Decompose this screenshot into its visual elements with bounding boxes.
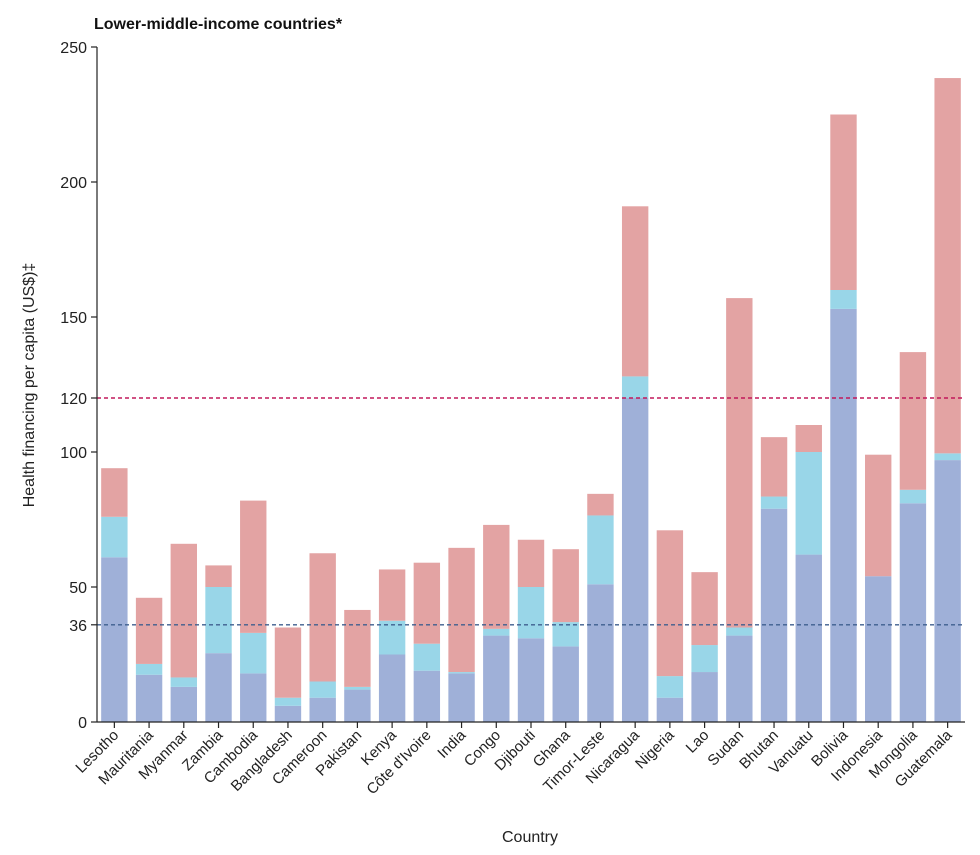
y-tick-label: 200: [60, 175, 87, 192]
bar-segment-3: [795, 425, 822, 452]
y-tick-label: 36: [69, 618, 87, 635]
bar-segment-3: [621, 206, 649, 377]
bar-segment-2: [726, 627, 753, 636]
reference-lines: [97, 397, 965, 626]
bar-segment-3: [552, 549, 579, 623]
bar-segment-3: [726, 298, 753, 628]
bar-segment-1: [483, 635, 510, 722]
bar-segment-1: [899, 503, 927, 722]
bar-segment-2: [899, 489, 927, 504]
y-tick-label: 100: [60, 445, 87, 462]
bar-segment-1: [170, 686, 197, 722]
bar-segment-1: [101, 557, 128, 722]
bar-segment-2: [274, 697, 302, 706]
bar-segment-1: [413, 670, 441, 722]
bar-segment-3: [448, 547, 475, 673]
bar-segment-1: [309, 697, 336, 722]
bar-segment-2: [448, 672, 475, 674]
bar-segment-3: [691, 572, 718, 646]
bar-segment-2: [621, 376, 649, 398]
bar-segment-3: [378, 569, 406, 621]
bar-segment-2: [830, 290, 857, 309]
bar-segment-3: [760, 437, 788, 497]
bar-segment-2: [656, 676, 684, 698]
bar-segment-1: [135, 674, 163, 722]
bars-layer: [101, 78, 961, 722]
bar-segment-2: [170, 677, 197, 687]
bar-segment-1: [726, 635, 753, 722]
bar-segment-3: [135, 597, 163, 664]
bar-segment-1: [344, 689, 371, 722]
bar-segment-2: [205, 587, 232, 654]
bar-segment-1: [760, 508, 788, 722]
bar-segment-3: [205, 565, 232, 587]
x-axis-title: Country: [502, 829, 558, 846]
bar-segment-3: [934, 78, 961, 454]
bar-segment-1: [691, 672, 718, 722]
bar-segment-1: [865, 576, 892, 722]
bar-segment-2: [413, 643, 441, 671]
bar-segment-2: [135, 663, 163, 675]
bar-segment-1: [378, 654, 406, 722]
bar-segment-3: [101, 468, 128, 517]
y-tick-label: 0: [78, 715, 87, 732]
bar-segment-2: [240, 632, 267, 674]
bar-segment-3: [830, 114, 857, 290]
bar-segment-2: [101, 516, 128, 558]
bar-segment-2: [309, 681, 336, 698]
y-tick-label: 150: [60, 310, 87, 327]
bar-segment-3: [587, 493, 614, 516]
bar-segment-1: [830, 308, 857, 722]
chart-title: Lower-middle-income countries*: [94, 16, 343, 33]
bar-segment-3: [483, 524, 510, 629]
bar-segment-1: [587, 584, 614, 722]
y-tick-label: 120: [60, 391, 87, 408]
bar-segment-1: [552, 646, 579, 722]
bar-segment-2: [795, 452, 822, 555]
bar-segment-2: [691, 645, 718, 673]
bar-segment-2: [344, 686, 371, 690]
y-axis-title: Health financing per capita (US$)‡: [21, 263, 38, 508]
bar-segment-2: [517, 587, 545, 639]
bar-segment-1: [274, 705, 302, 722]
bar-segment-3: [899, 352, 927, 490]
bar-segment-2: [378, 620, 406, 655]
bar-segment-3: [656, 530, 684, 677]
bar-segment-3: [344, 609, 371, 687]
bar-segment-3: [865, 454, 892, 577]
bar-segment-2: [760, 496, 788, 509]
bar-segment-1: [448, 673, 475, 722]
bar-segment-3: [413, 562, 441, 644]
bar-segment-2: [552, 622, 579, 647]
y-axis-ticks: 0 36 50 100 120 150 200 250: [60, 40, 97, 732]
x-axis-ticks: LesothoMauritaniaMyanmarZambiaCambodiaBa…: [72, 722, 956, 798]
bar-segment-1: [621, 398, 649, 722]
bar-segment-3: [274, 627, 302, 698]
bar-segment-1: [795, 554, 822, 722]
bar-segment-3: [170, 543, 197, 678]
x-tick-label: Nigeria: [632, 726, 678, 772]
bar-segment-1: [205, 653, 232, 722]
y-tick-label: 250: [60, 40, 87, 57]
bar-segment-2: [587, 515, 614, 585]
bar-segment-3: [240, 500, 267, 633]
bar-segment-1: [934, 460, 961, 722]
bar-segment-2: [483, 628, 510, 636]
y-tick-label: 50: [69, 580, 87, 597]
bar-segment-3: [517, 539, 545, 587]
x-tick-label: Lao: [683, 727, 713, 757]
bar-segment-1: [656, 697, 684, 722]
bar-segment-3: [309, 553, 336, 682]
bar-segment-1: [240, 673, 267, 722]
bar-segment-1: [517, 638, 545, 722]
bar-segment-2: [934, 453, 961, 461]
